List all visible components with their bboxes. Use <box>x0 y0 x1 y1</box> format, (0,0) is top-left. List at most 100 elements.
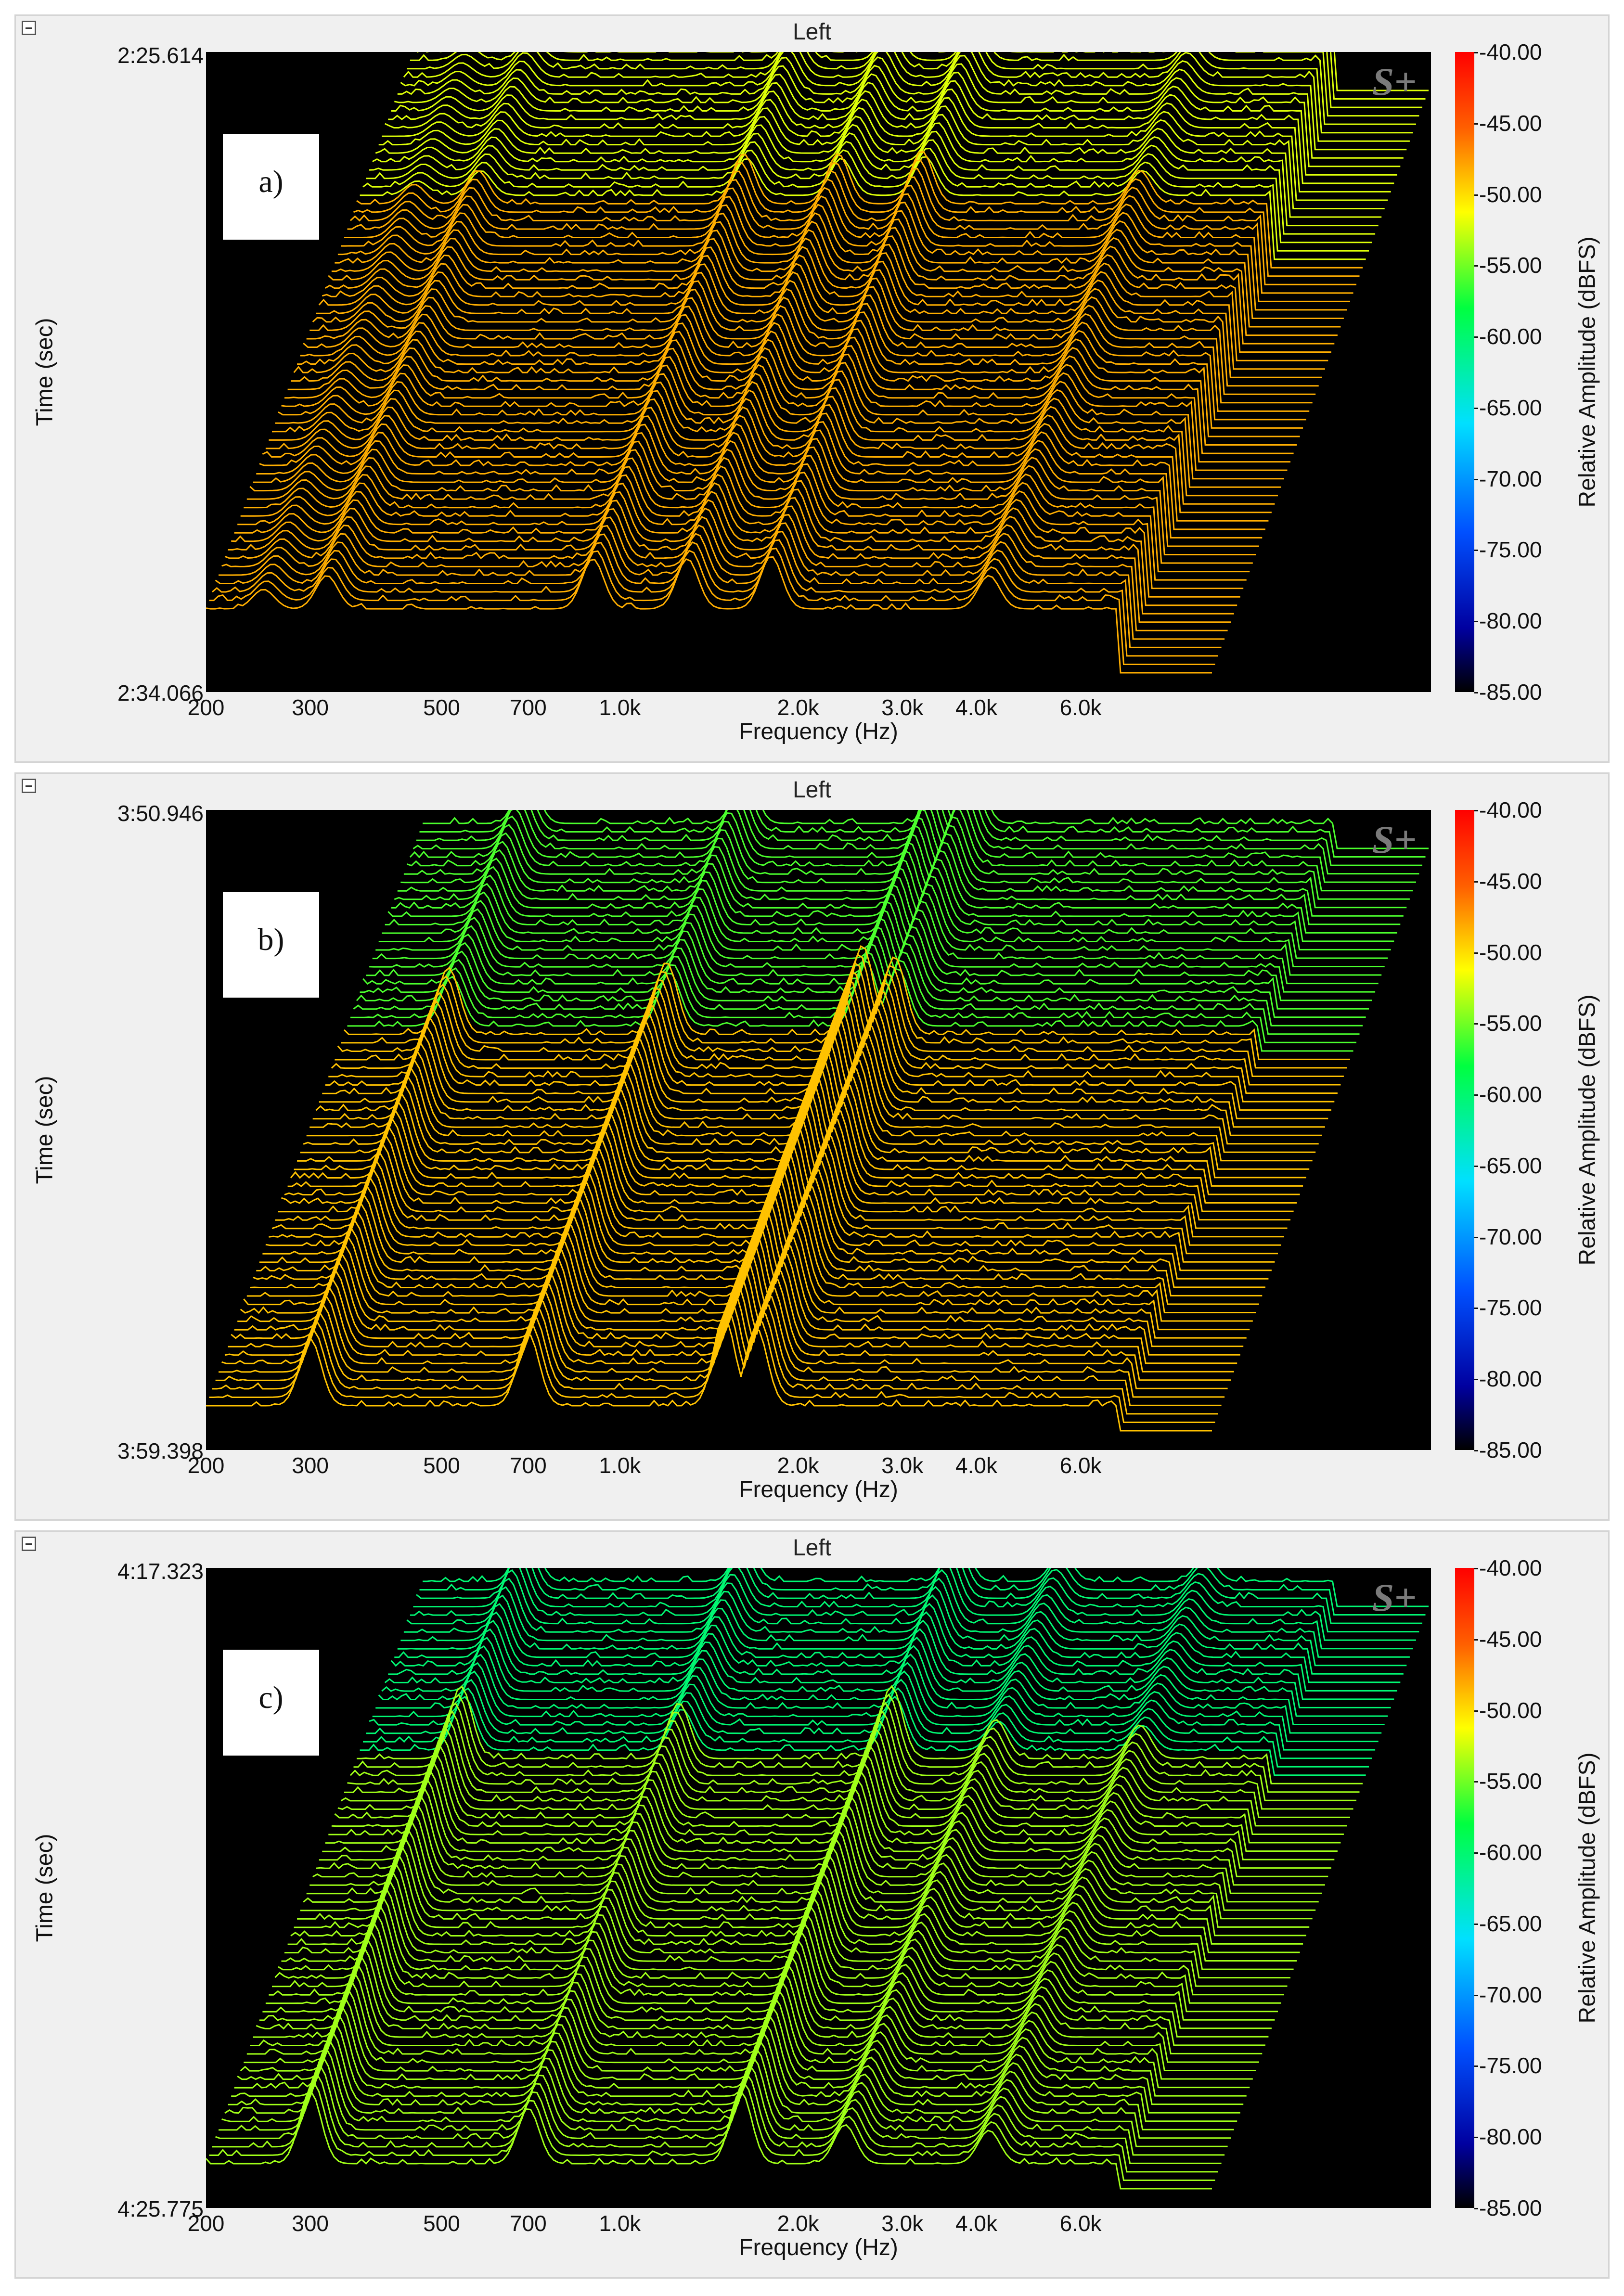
spectrum-trace <box>372 1662 1379 1743</box>
spectrum-trace <box>387 850 1394 942</box>
waterfall-svg <box>206 810 1429 1432</box>
x-tick-label: 500 <box>423 2211 460 2236</box>
waterfall-plot[interactable]: a) S+ <box>206 52 1431 692</box>
waterfall-plot[interactable]: b) S+ <box>206 810 1431 1450</box>
colorbar-tick-label: -70.00 <box>1474 1982 1542 2007</box>
spectrum-trace <box>316 1795 1322 1894</box>
spectrum-trace <box>366 139 1372 244</box>
spectrum-trace <box>331 1752 1338 1852</box>
colorbar-tick-label: -50.00 <box>1474 939 1542 965</box>
spectrum-trace <box>224 505 1231 623</box>
spectrum-trace <box>360 156 1366 260</box>
spectrum-trace <box>281 353 1288 471</box>
time-start-label: 2:25.614 <box>117 43 204 68</box>
spectrum-trace <box>253 429 1259 547</box>
spectrum-trace <box>234 480 1240 598</box>
spectrum-trace <box>300 303 1306 421</box>
x-tick-label: 2.0k <box>777 695 819 720</box>
spectrum-trace <box>309 1811 1316 1911</box>
spectrum-trace <box>340 1727 1347 1827</box>
spectrum-trace <box>419 810 1426 858</box>
spectrum-trace <box>419 1568 1426 1616</box>
spectrum-trace <box>356 151 1363 269</box>
colorbar-tick-label: -85.00 <box>1474 680 1542 705</box>
colorbar-tick-label: -60.00 <box>1474 324 1542 349</box>
spectrum-trace <box>349 1702 1356 1801</box>
spectrum-trace <box>303 1828 1310 1928</box>
y-axis-label: Time (sec) <box>32 1834 58 1942</box>
colorbar-tick-label: -85.00 <box>1474 1437 1542 1462</box>
x-tick-label: 200 <box>187 2211 225 2236</box>
spectrum-trace <box>325 235 1331 353</box>
channel-title: Left <box>792 1535 832 1561</box>
spectrum-trace <box>312 1803 1319 1903</box>
spectrum-trace <box>250 1972 1256 2071</box>
time-end-label: 4:25.775 <box>117 2196 204 2221</box>
spectrum-trace <box>219 522 1225 640</box>
x-tick-label: 4.0k <box>955 1453 997 1478</box>
spectrum-trace <box>206 1316 1212 1432</box>
time-start-label: 4:17.323 <box>117 1559 204 1584</box>
x-tick-label: 4.0k <box>955 2211 997 2236</box>
spectrum-trace <box>385 89 1391 192</box>
x-axis-ticks: 200 300 500 700 1.0k 2.0k 3.0k 4.0k 6.0k <box>188 2210 1431 2239</box>
spectrum-trace <box>291 328 1297 446</box>
spectrum-trace <box>265 396 1272 513</box>
spectrum-trace <box>375 1653 1382 1734</box>
spectrum-trace <box>400 1586 1407 1667</box>
spectrum-trace <box>221 513 1228 631</box>
colorbar-tick-label: -70.00 <box>1474 1224 1542 1249</box>
spectrum-trace <box>328 227 1335 345</box>
spectrum-trace <box>360 926 1366 1018</box>
spectrum-trace <box>403 810 1410 900</box>
collapse-button[interactable] <box>22 1537 36 1551</box>
spectrum-trace <box>410 52 1416 125</box>
spectrum-trace <box>240 463 1247 581</box>
spectrum-trace <box>237 472 1244 590</box>
spectrum-trace <box>215 2065 1222 2164</box>
x-tick-label: 4.0k <box>955 695 997 720</box>
collapse-button[interactable] <box>22 779 36 793</box>
y-axis-label: Time (sec) <box>32 1076 58 1184</box>
spectrum-trace <box>272 1913 1278 2013</box>
spectrum-trace <box>344 184 1350 302</box>
colorbar <box>1455 1568 1474 2208</box>
spectrum-trace <box>262 1938 1269 2038</box>
spectrum-trace <box>253 1963 1259 2063</box>
spectrum-trace <box>331 218 1338 336</box>
spectrum-trace <box>349 167 1356 285</box>
time-end-label: 3:59.398 <box>117 1438 204 1463</box>
spectrum-trace <box>413 1568 1419 1633</box>
spectrum-trace <box>322 1778 1328 1877</box>
waterfall-plot[interactable]: c) S+ <box>206 1568 1431 2208</box>
spectrum-trace <box>256 421 1263 539</box>
colorbar-tick-label: -65.00 <box>1474 1153 1542 1178</box>
collapse-button[interactable] <box>22 21 36 35</box>
colorbar-tick-label: -70.00 <box>1474 466 1542 491</box>
colorbar-label: Relative Amplitude (dBFS) <box>1574 236 1600 508</box>
spectrum-trace <box>410 1568 1416 1641</box>
spectrum-trace <box>246 446 1253 564</box>
spectrum-trace <box>278 1896 1284 1996</box>
spectrum-trace <box>284 1879 1290 1979</box>
colorbar-tick-label: -65.00 <box>1474 1911 1542 1936</box>
spectrum-trace <box>382 97 1388 201</box>
colorbar-tick-label: -55.00 <box>1474 1769 1542 1794</box>
colorbar-tick-label: -55.00 <box>1474 1011 1542 1036</box>
spectrum-trace <box>249 437 1256 555</box>
x-axis-label: Frequency (Hz) <box>739 2235 898 2260</box>
spectrum-trace <box>375 114 1382 218</box>
x-tick-label: 700 <box>509 2211 547 2236</box>
spectrum-trace <box>369 130 1376 235</box>
colorbar-label: Relative Amplitude (dBFS) <box>1574 1752 1600 2024</box>
channel-title: Left <box>792 19 832 45</box>
spectrum-trace <box>347 176 1353 294</box>
spectrum-trace <box>363 1687 1369 1768</box>
spectrum-trace <box>423 810 1429 849</box>
spectrum-trace <box>294 1854 1300 1953</box>
waterfall-panel-b: Left 3:50.946 3:59.398 Time (sec) b) S+ … <box>14 772 1610 1521</box>
spectrum-trace <box>284 345 1290 463</box>
spectrum-trace <box>394 1603 1401 1683</box>
x-tick-label: 1.0k <box>599 2211 641 2236</box>
colorbar-tick-label: -80.00 <box>1474 2124 1542 2150</box>
